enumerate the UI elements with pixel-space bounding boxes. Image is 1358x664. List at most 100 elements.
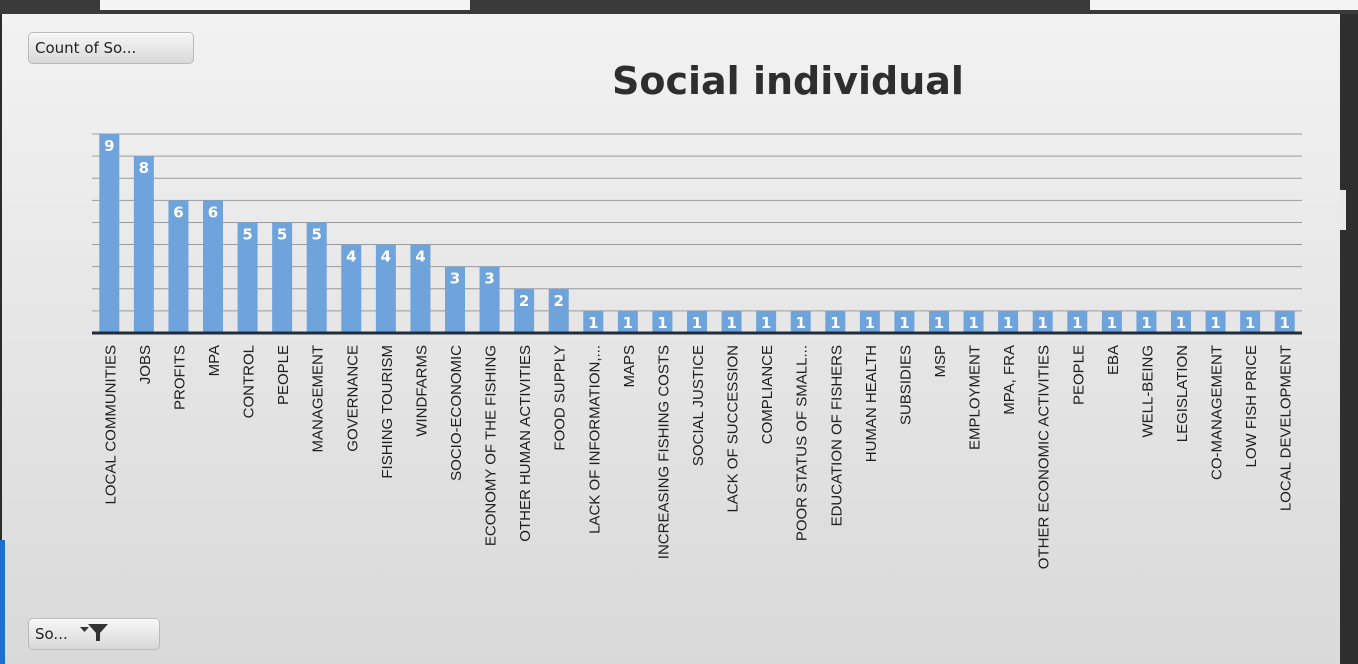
data-label: 8 xyxy=(139,159,149,177)
data-labels: 9 8 6 6 5 5 5 4 4 4 3 3 2 2 1 1 1 1 1 1 1 1 1 1 1 1 1 1 1 1 1 1 1 1 1 xyxy=(104,137,1290,332)
bar xyxy=(203,200,223,333)
category-label: COMPLIANCE xyxy=(759,345,776,444)
bar xyxy=(1136,310,1157,333)
bar xyxy=(652,310,673,333)
chart-title: Social individual xyxy=(612,59,964,103)
bar xyxy=(721,310,742,333)
category-label: EMPLOYMENT xyxy=(967,345,984,450)
chart-panel xyxy=(2,14,1340,664)
bar xyxy=(548,288,569,333)
category-label: EBA xyxy=(1105,345,1122,375)
gridlines xyxy=(92,133,1302,312)
category-label: INCREASING FISHING COSTS xyxy=(655,345,672,559)
value-field-button[interactable]: Count of So... xyxy=(28,32,194,64)
category-label: LOCAL COMMUNITIES xyxy=(102,345,119,504)
category-label: FISHING TOURISM xyxy=(379,345,396,479)
bar xyxy=(687,310,707,333)
data-label: 4 xyxy=(346,248,356,266)
data-label: 1 xyxy=(1072,314,1082,332)
data-label: 9 xyxy=(104,137,114,155)
data-label: 1 xyxy=(830,314,840,332)
data-label: 4 xyxy=(415,248,425,266)
window-left-accent xyxy=(0,540,5,664)
bar xyxy=(479,266,500,333)
bar xyxy=(963,310,984,333)
bar xyxy=(168,200,189,333)
data-label: 1 xyxy=(1210,314,1220,332)
data-label: 5 xyxy=(311,225,321,243)
category-label: JOBS xyxy=(137,345,154,384)
data-label: 1 xyxy=(588,314,598,332)
bar xyxy=(1067,310,1088,333)
data-label: 1 xyxy=(1107,314,1117,332)
category-label: LACK OF SUCCESSION xyxy=(725,345,742,513)
category-label: FOOD SUPPLY xyxy=(552,345,569,451)
category-label: GOVERNANCE xyxy=(344,345,361,452)
bar xyxy=(1240,310,1261,333)
bar xyxy=(375,244,396,333)
bar xyxy=(859,310,880,333)
data-label: 1 xyxy=(1037,314,1047,332)
data-label: 1 xyxy=(934,314,944,332)
category-label: CO-MANAGEMENT xyxy=(1209,345,1226,480)
bar xyxy=(410,244,431,333)
data-label: 2 xyxy=(553,292,563,310)
bar xyxy=(99,134,120,333)
filter-icon xyxy=(78,621,110,647)
category-label: MANAGEMENT xyxy=(310,345,327,453)
category-label: SUBSIDIES xyxy=(897,345,914,425)
bar xyxy=(617,310,638,333)
data-label: 1 xyxy=(899,314,909,332)
bar xyxy=(1171,310,1191,333)
category-label: MPA xyxy=(206,345,223,376)
axis-field-button[interactable]: So... xyxy=(28,618,160,650)
data-label: 1 xyxy=(865,314,875,332)
category-label: LOCAL DEVELOPMENT xyxy=(1278,345,1295,511)
bar xyxy=(272,222,293,333)
category-label: SOCIAL JUSTICE xyxy=(690,345,707,466)
data-label: 1 xyxy=(623,314,633,332)
bar xyxy=(445,266,465,333)
bar xyxy=(1032,310,1053,333)
bar xyxy=(894,310,915,333)
category-label: LACK OF INFORMATION,... xyxy=(586,345,603,534)
bar xyxy=(1101,310,1122,333)
data-label: 1 xyxy=(692,314,702,332)
data-label: 1 xyxy=(726,314,736,332)
category-label: OTHER ECONOMIC ACTIVITIES xyxy=(1036,345,1053,569)
data-label: 1 xyxy=(1003,314,1013,332)
data-label: 6 xyxy=(208,203,218,221)
category-labels: LOCAL COMMUNITIES JOBS PROFITS MPA CONTROL PE… xyxy=(102,345,1294,569)
category-label: ECONOMY OF THE FISHING xyxy=(483,345,500,546)
data-label: 1 xyxy=(761,314,771,332)
bar xyxy=(790,310,811,333)
bar xyxy=(756,310,777,333)
data-label: 1 xyxy=(1245,314,1255,332)
category-label: WELL-BEING xyxy=(1139,345,1156,438)
data-label: 2 xyxy=(519,292,529,310)
category-label: LEGISLATION xyxy=(1174,345,1191,442)
category-label: MAPS xyxy=(621,345,638,388)
data-label: 1 xyxy=(1141,314,1151,332)
category-label: MPA, FRA xyxy=(1001,345,1018,415)
data-label: 1 xyxy=(1279,314,1289,332)
data-label: 1 xyxy=(657,314,667,332)
category-label: MSP xyxy=(932,345,949,378)
data-label: 3 xyxy=(484,270,494,288)
bar xyxy=(237,222,258,333)
category-label: WINDFARMS xyxy=(413,345,430,437)
category-label: PEOPLE xyxy=(275,345,292,405)
axis-field-label: So... xyxy=(35,625,68,643)
category-label: EDUCATION OF FISHERS xyxy=(828,345,845,526)
category-label: SOCIO-ECONOMIC xyxy=(448,345,465,481)
data-label: 5 xyxy=(277,225,287,243)
category-label: PEOPLE xyxy=(1070,345,1087,405)
window-top-highlight xyxy=(100,0,470,10)
value-field-label: Count of So... xyxy=(35,39,137,57)
category-label: OTHER HUMAN ACTIVITIES xyxy=(517,345,534,542)
data-label: 1 xyxy=(968,314,978,332)
bar xyxy=(998,310,1019,333)
window-right-frame xyxy=(1340,14,1358,664)
window-top-highlight xyxy=(1090,0,1358,10)
bar xyxy=(1274,310,1295,333)
